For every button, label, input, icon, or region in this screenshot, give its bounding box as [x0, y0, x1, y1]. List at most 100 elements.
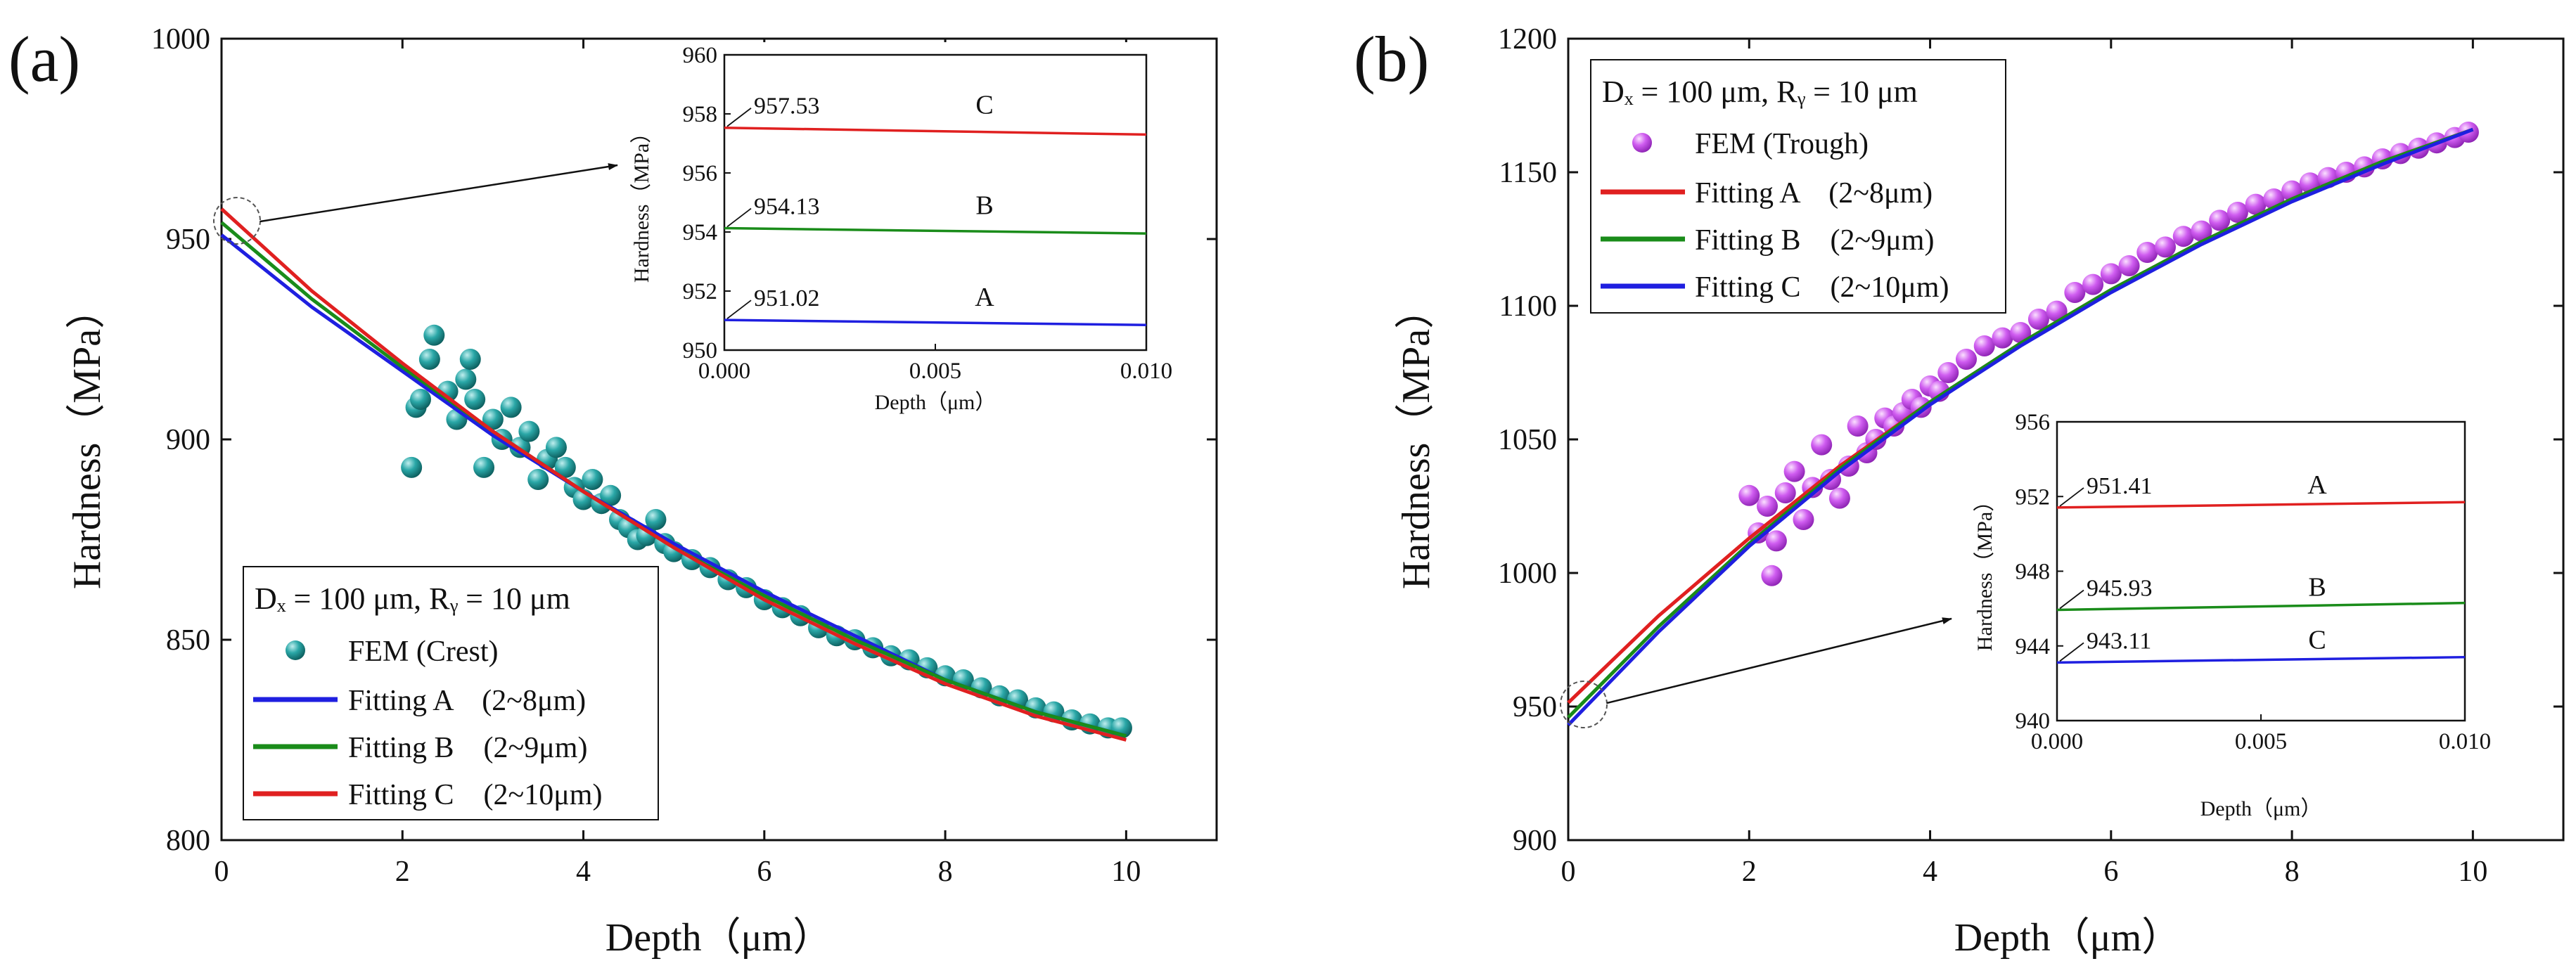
legend-label-fitting-a: Fitting A (2~8μm): [1695, 177, 1933, 210]
inset-value-leader: [2059, 487, 2084, 507]
x-tick-label: 2: [1742, 856, 1757, 888]
panel-b-inset-y-axis: 940 944 948 952 956: [2016, 410, 2063, 734]
panel-b-zoom-arrow: [1606, 617, 1952, 704]
y-tick-label: 1100: [1499, 290, 1557, 323]
panel-a-inset-x-axis-title: Depth（μm）: [875, 391, 997, 414]
inset-y-tick-label: 940: [2016, 709, 2051, 734]
panel-a-inset-y-axis: 950 952 954 956 958 960: [683, 43, 731, 363]
inset-line: [2056, 501, 2466, 509]
panel-a-series: [220, 207, 1132, 742]
y-tick-label: 950: [1513, 691, 1557, 723]
inset-y-tick-label: 960: [683, 43, 718, 68]
x-tick-label: 4: [1923, 856, 1937, 888]
fit-line: [1567, 127, 2474, 719]
inset-value-label: 954.13: [754, 194, 820, 220]
inset-line: [724, 226, 1147, 235]
panel-a-y-axis-title: Hardness（MPa）: [65, 290, 109, 589]
panel-a: (a) 800 850 900 950 1000 0 2 4 6 8 10 Depth（μm） H…: [8, 23, 1218, 960]
inset-value-label: 943.11: [2087, 628, 2151, 654]
inset-y-tick-label: 950: [683, 338, 718, 363]
scatter-point: [1774, 482, 1796, 503]
legend-marker-fem-crest: [286, 640, 305, 660]
panel-b-inset-lines: 951.41 A 945.93 B 943.11 C: [2056, 470, 2466, 664]
inset-line: [724, 318, 1147, 327]
scatter-point: [500, 397, 522, 418]
inset-x-tick-label: 0.005: [2235, 729, 2287, 754]
inset-series-letter: A: [975, 283, 994, 312]
inset-series-letter: B: [975, 191, 993, 221]
inset-series-letter: B: [2308, 572, 2326, 602]
inset-value-leader: [726, 207, 752, 228]
inset-y-tick-label: 954: [683, 220, 718, 245]
y-tick-label: 1000: [1498, 558, 1557, 590]
inset-value-label: 951.41: [2087, 473, 2153, 499]
scatter-point: [2046, 300, 2068, 322]
panel-b: (b) 900 950 1000 1050 1100 1150 1200 0 2 4 6 8 10 D…: [1354, 23, 2565, 960]
inset-y-tick-label: 948: [2016, 560, 2051, 585]
scatter-point: [1847, 415, 1869, 437]
x-tick-label: 8: [938, 856, 953, 888]
panel-b-x-axis: 0 2 4 6 8 10: [1561, 39, 2487, 888]
panel-a-zoom-arrow: [259, 163, 618, 223]
panel-a-inset: 950 952 954 956 958 960 0.000 0.005 0.010 Depth…: [630, 42, 1172, 414]
inset-y-tick-label: 956: [2016, 410, 2051, 435]
inset-y-tick-label: 952: [683, 279, 718, 304]
panel-b-inset-x-axis: 0.000 0.005 0.010: [2031, 714, 2491, 754]
scatter-point: [482, 408, 504, 430]
scatter-point: [582, 469, 603, 490]
inset-value-label: 957.53: [754, 94, 820, 120]
x-tick-label: 2: [395, 856, 410, 888]
y-tick-label: 950: [166, 224, 210, 256]
scatter-point: [401, 456, 423, 478]
panel-b-legend-box: [1590, 59, 2006, 314]
panel-b-x-axis-title: Depth（μm）: [1954, 916, 2181, 960]
y-tick-label: 800: [166, 825, 210, 857]
x-tick-label: 6: [2103, 856, 2118, 888]
panel-b-inset-y-axis-title: Hardness（MPa）: [1973, 491, 1997, 651]
inset-series-letter: C: [975, 91, 993, 120]
inset-line: [724, 126, 1147, 136]
scatter-point: [1992, 327, 2013, 349]
scatter-point: [2245, 193, 2267, 215]
scatter-point: [473, 456, 495, 478]
scatter-point: [410, 389, 431, 410]
legend-label-fitting-b: Fitting B (2~9μm): [1695, 224, 1934, 257]
x-tick-label: 6: [757, 856, 771, 888]
panel-b-series: [1567, 122, 2479, 726]
panel-a-inset-x-axis: 0.000 0.005 0.010: [698, 344, 1172, 384]
y-tick-label: 1200: [1498, 23, 1557, 56]
scatter-point: [2027, 309, 2049, 330]
x-tick-label: 10: [1111, 856, 1141, 888]
panel-a-x-axis-title: Depth（μm）: [605, 916, 832, 960]
inset-value-leader: [726, 108, 752, 127]
x-tick-label: 0: [1561, 856, 1576, 888]
scatter-point: [1973, 335, 1995, 356]
fit-line: [1567, 127, 2474, 726]
scatter-point: [600, 484, 622, 506]
inset-x-tick-label: 0.000: [698, 359, 750, 384]
scatter-point: [459, 349, 481, 370]
inset-value-leader: [2059, 642, 2084, 662]
panel-b-inset: 940 944 948 952 956 0.000 0.005 0.010 Depth（μm…: [1969, 397, 2504, 826]
inset-y-tick-label: 956: [683, 161, 718, 186]
panel-label-a: (a): [8, 23, 80, 95]
panel-a-legend: Dₓ = 100 μm, Rᵧ = 10 μm FEM (Crest) Fitt…: [243, 566, 659, 820]
panel-a-inset-y-axis-title: Hardness（MPa）: [630, 122, 653, 283]
scatter-point: [554, 456, 576, 478]
scatter-point: [2172, 226, 2194, 247]
inset-x-tick-label: 0.010: [1120, 359, 1172, 384]
inset-value-leader: [2059, 589, 2084, 610]
scatter-point: [527, 469, 549, 490]
scatter-point: [1937, 362, 1959, 383]
inset-value-leader: [726, 299, 752, 319]
y-tick-label: 900: [166, 424, 210, 456]
scatter-point: [2100, 263, 2122, 285]
inset-line: [2056, 601, 2466, 612]
panel-b-y-axis: 900 950 1000 1050 1100 1150 1200: [1498, 23, 2563, 857]
panel-b-y-axis-title: Hardness（MPa）: [1395, 290, 1438, 589]
x-tick-label: 0: [214, 856, 229, 888]
y-tick-label: 1000: [151, 23, 210, 56]
scatter-point: [645, 509, 667, 530]
scatter-point: [1783, 460, 1805, 482]
